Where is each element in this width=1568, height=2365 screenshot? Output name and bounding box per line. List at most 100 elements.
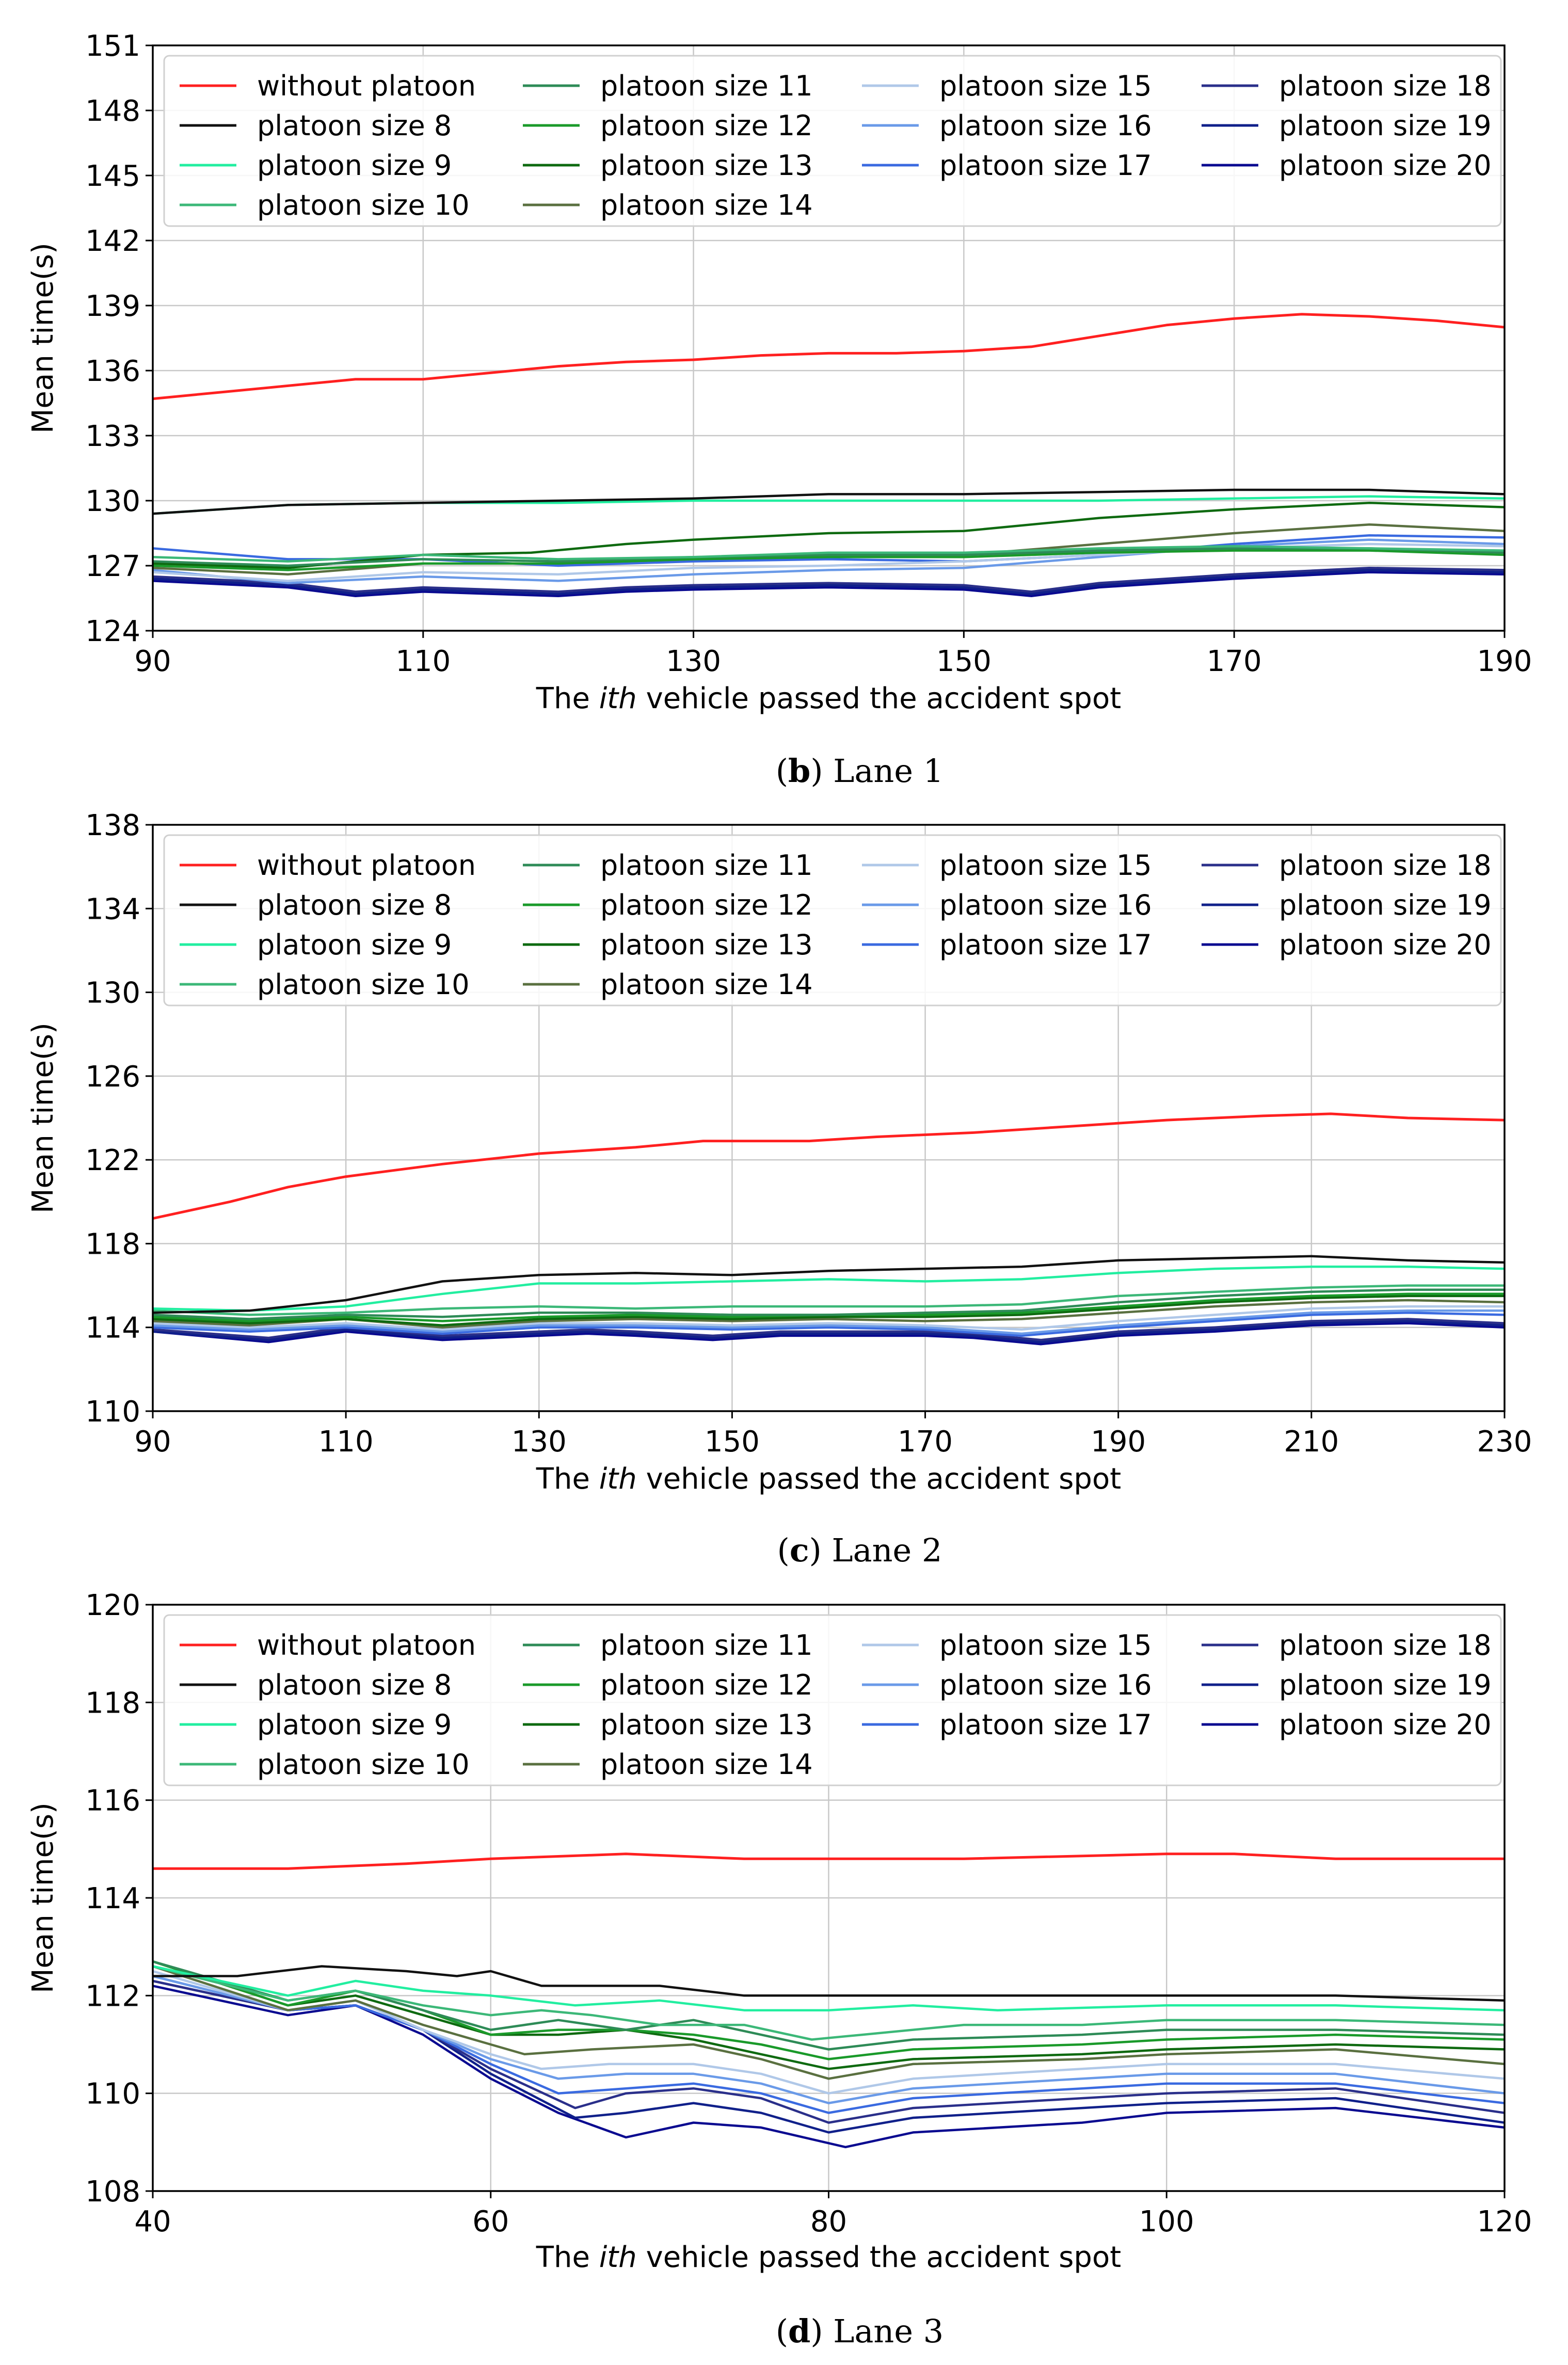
x-tick-label: 190	[1091, 1425, 1146, 1459]
x-axis-label: The ith vehicle passed the accident spot	[536, 1462, 1121, 1496]
legend-label: platoon size 16	[939, 1669, 1152, 1701]
series-line-platoon-size-20	[153, 1985, 1505, 2149]
legend-label: platoon size 18	[1279, 849, 1492, 882]
x-tick-label: 130	[666, 645, 721, 678]
y-tick-label: 142	[85, 225, 140, 258]
y-tick-label: 133	[85, 420, 140, 453]
legend-label: platoon size 18	[1279, 1629, 1492, 1661]
chart-panel-c: 90 110 130 150 170 190 210 23011011411812212613…	[26, 809, 1532, 1569]
y-tick-label: 110	[85, 2078, 140, 2111]
legend-label: platoon size 10	[257, 968, 470, 1001]
legend: without platoon platoon size 8 platoon siz…	[163, 834, 1502, 1006]
legend-label: without platoon	[257, 1629, 476, 1661]
legend-label: platoon size 10	[257, 189, 470, 221]
plot-frame	[152, 44, 1506, 632]
series-line-platoon-size-19	[153, 1320, 1505, 1344]
legend-box	[163, 834, 1502, 1006]
y-tick-label: 145	[85, 159, 140, 193]
legend-label: platoon size 13	[600, 929, 813, 961]
series-line-platoon-size-15	[153, 1970, 1505, 2095]
legend-label: platoon size 16	[939, 889, 1152, 921]
legend-label: platoon size 15	[939, 1629, 1152, 1661]
x-tick-label: 170	[898, 1425, 953, 1459]
series-line-platoon-size-15	[153, 1305, 1505, 1331]
legend-label: without platoon	[257, 849, 476, 882]
legend-label: platoon size 20	[1279, 929, 1492, 961]
y-tick-label: 114	[85, 1312, 140, 1345]
legend-label: platoon size 12	[600, 1669, 813, 1701]
series-line-platoon-size-19	[153, 569, 1505, 595]
legend-label: platoon size 18	[1279, 70, 1492, 102]
legend-label: platoon size 15	[939, 849, 1152, 882]
legend-label: platoon size 12	[600, 889, 813, 921]
legend-label: platoon size 9	[257, 1708, 452, 1741]
y-tick-label: 126	[85, 1060, 140, 1094]
y-tick-label: 108	[85, 2175, 140, 2209]
panel-caption: (c) Lane 2	[777, 1531, 942, 1569]
series-line-platoon-size-8	[153, 488, 1505, 515]
series-line-platoon-size-11	[153, 1960, 1505, 2051]
legend-label: platoon size 19	[1279, 1669, 1492, 1701]
x-tick-label: 120	[1477, 2205, 1532, 2239]
legend-label: platoon size 17	[939, 149, 1152, 182]
y-tick-label: 134	[85, 892, 140, 926]
x-tick-label: 110	[395, 645, 451, 678]
legend-label: platoon size 11	[600, 849, 813, 882]
x-tick-label: 210	[1284, 1425, 1339, 1459]
x-tick-label: 90	[134, 1425, 171, 1459]
y-tick-label: 151	[85, 29, 140, 63]
legend-label: platoon size 17	[939, 929, 1152, 961]
legend-label: platoon size 11	[600, 1629, 813, 1661]
legend-label: platoon size 13	[600, 149, 813, 182]
x-axis-label: The ith vehicle passed the accident spot	[536, 682, 1121, 715]
series-line-platoon-size-10	[153, 545, 1505, 563]
series-line-platoon-size-17	[153, 1975, 1505, 2114]
y-tick-label: 120	[85, 1589, 140, 1622]
series-line-platoon-size-12	[153, 549, 1505, 571]
y-tick-label: 130	[85, 977, 140, 1010]
y-axis-label: Mean time(s)	[26, 1022, 60, 1213]
y-tick-label: 124	[85, 615, 140, 648]
x-tick-label: 110	[318, 1425, 374, 1459]
legend-label: platoon size 19	[1279, 889, 1492, 921]
series-line-platoon-size-13	[153, 1295, 1505, 1327]
y-tick-label: 122	[85, 1144, 140, 1177]
y-tick-label: 138	[85, 809, 140, 842]
series-line-platoon-size-8	[153, 1255, 1505, 1314]
series-line-platoon-size-9	[153, 1965, 1505, 2011]
legend-label: platoon size 16	[939, 109, 1152, 142]
x-tick-label: 90	[134, 645, 171, 678]
y-tick-label: 110	[85, 1395, 140, 1429]
legend-label: platoon size 15	[939, 70, 1152, 102]
series-line-without-platoon	[153, 1112, 1505, 1220]
y-tick-label: 136	[85, 355, 140, 388]
x-tick-label: 130	[511, 1425, 567, 1459]
legend: without platoon platoon size 8 platoon siz…	[163, 55, 1502, 227]
chart-panel-d: 40 60 80 100 120 108 110 112 114 116 118 120 Mean ti…	[26, 1589, 1532, 2350]
series-line-platoon-size-20	[153, 571, 1505, 598]
series-group	[153, 1852, 1505, 2149]
series-line-platoon-size-20	[153, 1322, 1505, 1346]
y-tick-label: 148	[85, 94, 140, 128]
legend-label: platoon size 8	[257, 109, 452, 142]
series-group	[153, 1112, 1505, 1346]
y-tick-label: 114	[85, 1882, 140, 1915]
x-tick-label: 230	[1477, 1425, 1532, 1459]
x-tick-label: 190	[1477, 645, 1532, 678]
legend: without platoon platoon size 8 platoon siz…	[163, 1614, 1502, 1786]
series-line-platoon-size-16	[153, 1309, 1505, 1335]
legend-label: platoon size 14	[600, 1748, 813, 1781]
x-axis-label: The ith vehicle passed the accident spot	[536, 2241, 1121, 2274]
x-tick-label: 40	[134, 2205, 171, 2239]
legend-label: platoon size 10	[257, 1748, 470, 1781]
y-axis-label: Mean time(s)	[26, 243, 60, 434]
legend-label: platoon size 14	[600, 968, 813, 1001]
series-line-platoon-size-10	[153, 1965, 1505, 2041]
series-line-platoon-size-16	[153, 538, 1505, 584]
legend-label: platoon size 11	[600, 70, 813, 102]
y-tick-label: 112	[85, 1979, 140, 2013]
legend-label: platoon size 8	[257, 889, 452, 921]
y-tick-label: 118	[85, 1686, 140, 1720]
legend-box	[163, 55, 1502, 227]
